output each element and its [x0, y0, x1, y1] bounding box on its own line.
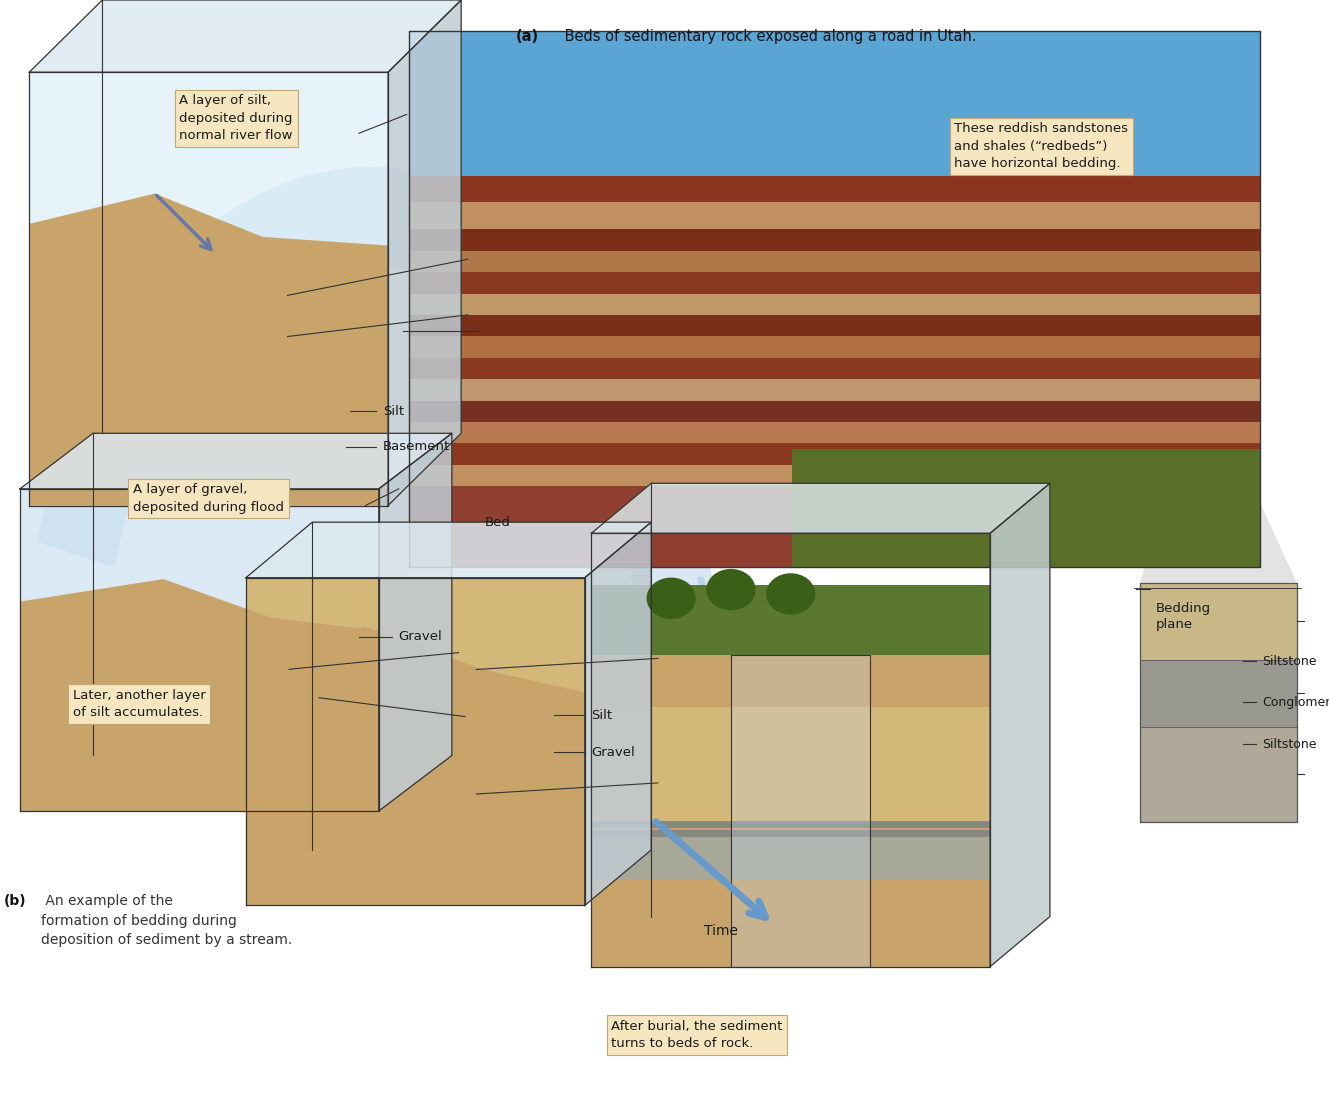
Polygon shape: [409, 31, 1260, 567]
Polygon shape: [591, 585, 990, 654]
Polygon shape: [246, 522, 651, 578]
Text: Basement: Basement: [383, 440, 451, 453]
Polygon shape: [20, 489, 379, 657]
Polygon shape: [409, 422, 1260, 443]
Text: (b): (b): [4, 894, 27, 909]
Circle shape: [707, 570, 755, 610]
Text: Gravel: Gravel: [399, 630, 443, 643]
Polygon shape: [246, 813, 585, 905]
Polygon shape: [388, 0, 461, 506]
Text: Bedding
plane: Bedding plane: [1156, 602, 1211, 631]
Polygon shape: [591, 837, 990, 880]
Polygon shape: [409, 358, 1260, 379]
Polygon shape: [29, 319, 388, 341]
Polygon shape: [29, 332, 388, 506]
Polygon shape: [591, 707, 990, 821]
Text: Time: Time: [704, 924, 739, 938]
Text: Beds of sedimentary rock exposed along a road in Utah.: Beds of sedimentary rock exposed along a…: [560, 29, 975, 44]
Polygon shape: [409, 272, 1260, 293]
Polygon shape: [29, 0, 461, 72]
Text: An example of the
formation of bedding during
deposition of sediment by a stream: An example of the formation of bedding d…: [41, 894, 292, 948]
Polygon shape: [409, 337, 1260, 358]
Polygon shape: [877, 181, 1260, 256]
Text: Siltstone: Siltstone: [1263, 654, 1317, 668]
Text: Bed: Bed: [485, 516, 510, 529]
Polygon shape: [1140, 727, 1297, 822]
Polygon shape: [591, 821, 990, 828]
Polygon shape: [20, 579, 379, 811]
Text: After burial, the sediment
turns to beds of rock.: After burial, the sediment turns to beds…: [611, 1020, 783, 1050]
Polygon shape: [409, 443, 1260, 464]
Circle shape: [647, 578, 695, 618]
Polygon shape: [29, 193, 388, 506]
Polygon shape: [591, 585, 990, 967]
Circle shape: [767, 574, 815, 614]
Text: (a): (a): [516, 29, 538, 44]
Text: Silt: Silt: [591, 709, 613, 722]
Polygon shape: [1140, 583, 1297, 660]
Polygon shape: [20, 689, 379, 811]
Polygon shape: [246, 578, 585, 764]
Text: Gravel: Gravel: [591, 745, 635, 759]
PathPatch shape: [37, 167, 714, 604]
Polygon shape: [29, 289, 388, 319]
Polygon shape: [990, 483, 1050, 967]
Polygon shape: [409, 487, 1260, 567]
Polygon shape: [792, 449, 1260, 567]
Text: A layer of gravel,
deposited during flood: A layer of gravel, deposited during floo…: [133, 483, 284, 513]
Polygon shape: [409, 31, 1260, 192]
Polygon shape: [20, 433, 452, 489]
Polygon shape: [1140, 660, 1297, 727]
Polygon shape: [20, 657, 379, 689]
Polygon shape: [246, 764, 585, 774]
Polygon shape: [1140, 337, 1297, 583]
Polygon shape: [585, 522, 651, 905]
Polygon shape: [246, 627, 585, 905]
Text: Silt: Silt: [383, 404, 404, 418]
Polygon shape: [409, 293, 1260, 314]
Text: Conglomerate: Conglomerate: [1263, 695, 1329, 709]
Text: Later, another layer
of silt accumulates.: Later, another layer of silt accumulates…: [73, 689, 206, 719]
Polygon shape: [409, 176, 1260, 202]
Polygon shape: [591, 483, 1050, 533]
Polygon shape: [246, 774, 585, 813]
Polygon shape: [379, 433, 452, 811]
Polygon shape: [731, 654, 870, 967]
Polygon shape: [409, 314, 1260, 337]
Polygon shape: [409, 379, 1260, 401]
Polygon shape: [1140, 583, 1297, 822]
Polygon shape: [409, 251, 1260, 272]
Polygon shape: [409, 229, 1260, 251]
Text: These reddish sandstones
and shales (“redbeds”)
have horizontal bedding.: These reddish sandstones and shales (“re…: [954, 122, 1128, 170]
Polygon shape: [409, 202, 1260, 229]
Polygon shape: [29, 72, 388, 289]
Text: A layer of silt,
deposited during
normal river flow: A layer of silt, deposited during normal…: [179, 94, 292, 142]
Polygon shape: [591, 830, 990, 837]
Polygon shape: [409, 401, 1260, 422]
Polygon shape: [409, 464, 1260, 487]
Text: Siltstone: Siltstone: [1263, 738, 1317, 751]
